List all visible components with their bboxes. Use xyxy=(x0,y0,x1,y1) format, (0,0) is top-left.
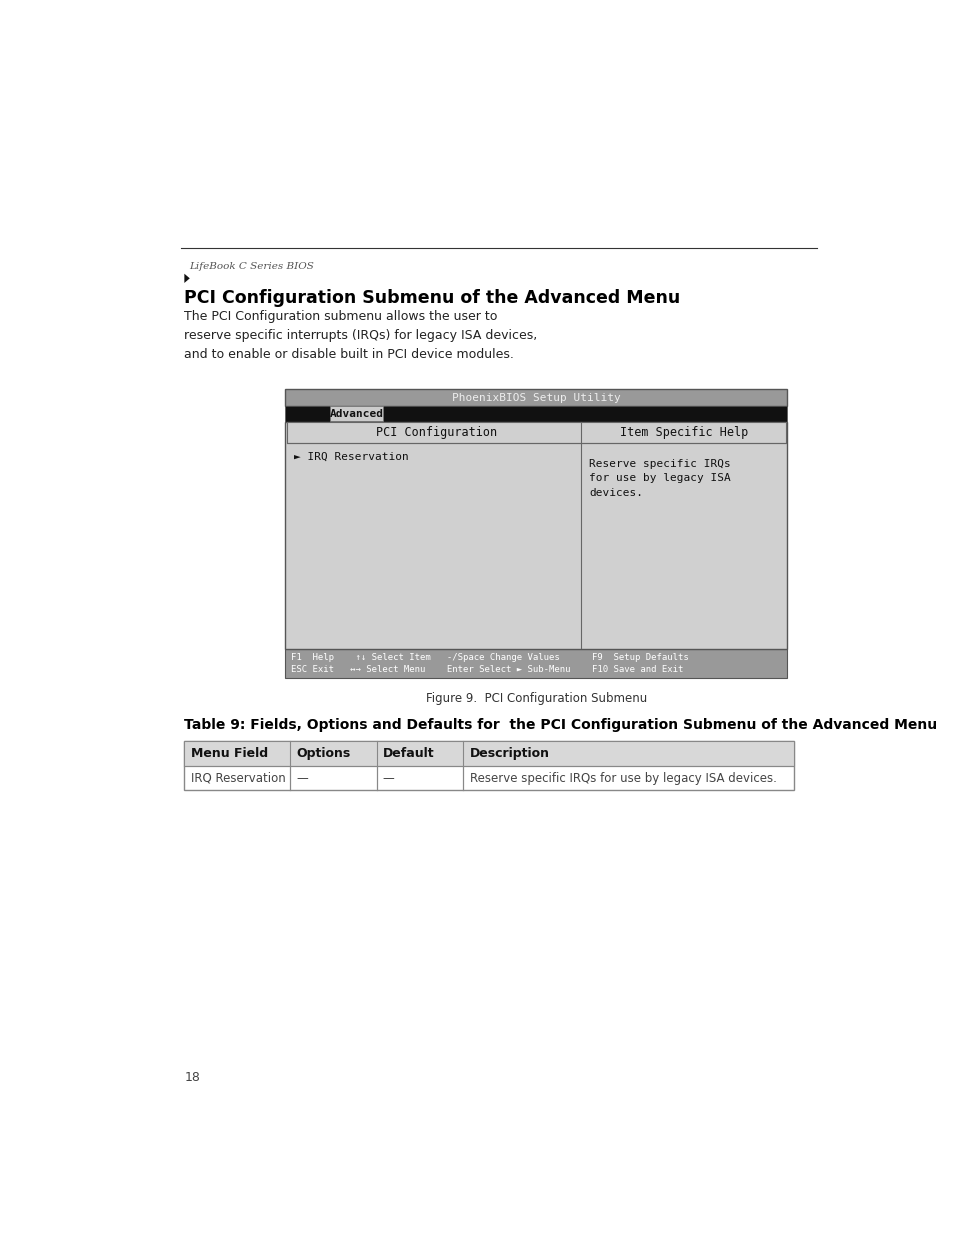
Text: IRQ Reservation: IRQ Reservation xyxy=(191,772,285,784)
Text: Reserve specific IRQs for use by legacy ISA devices.: Reserve specific IRQs for use by legacy … xyxy=(469,772,776,784)
Text: LifeBook C Series BIOS: LifeBook C Series BIOS xyxy=(189,262,314,272)
Bar xyxy=(184,741,793,790)
Text: Default: Default xyxy=(382,747,434,760)
Text: Description: Description xyxy=(469,747,549,760)
Text: Figure 9.  PCI Configuration Submenu: Figure 9. PCI Configuration Submenu xyxy=(425,692,646,705)
Text: ESC Exit   ↔→ Select Menu    Enter Select ► Sub-Menu    F10 Save and Exit: ESC Exit ↔→ Select Menu Enter Select ► S… xyxy=(291,664,683,674)
Text: Item Specific Help: Item Specific Help xyxy=(619,426,747,438)
Text: —: — xyxy=(295,772,308,784)
Text: PCI Configuration: PCI Configuration xyxy=(375,426,497,438)
Text: The PCI Configuration submenu allows the user to
reserve specific interrupts (IR: The PCI Configuration submenu allows the… xyxy=(184,310,537,361)
Text: 18: 18 xyxy=(184,1071,200,1083)
Bar xyxy=(285,648,786,678)
Text: PCI Configuration Submenu of the Advanced Menu: PCI Configuration Submenu of the Advance… xyxy=(184,289,679,308)
Text: Table 9: Fields, Options and Defaults for  the PCI Configuration Submenu of the : Table 9: Fields, Options and Defaults fo… xyxy=(184,718,937,732)
Polygon shape xyxy=(184,274,190,283)
Text: Reserve specific IRQs
for use by legacy ISA
devices.: Reserve specific IRQs for use by legacy … xyxy=(588,458,730,498)
Bar xyxy=(184,741,793,766)
Text: Menu Field: Menu Field xyxy=(191,747,268,760)
Bar xyxy=(286,421,785,443)
Text: ► IRQ Reservation: ► IRQ Reservation xyxy=(294,452,409,462)
Bar xyxy=(330,406,382,421)
Text: Options: Options xyxy=(295,747,350,760)
Bar xyxy=(285,406,786,421)
Text: F1  Help    ↑↓ Select Item   -/Space Change Values      F9  Setup Defaults: F1 Help ↑↓ Select Item -/Space Change Va… xyxy=(291,653,688,662)
Text: PhoenixBIOS Setup Utility: PhoenixBIOS Setup Utility xyxy=(452,393,619,403)
Text: —: — xyxy=(382,772,395,784)
Text: Advanced: Advanced xyxy=(329,409,383,419)
Bar xyxy=(285,389,786,406)
Bar xyxy=(285,421,786,648)
